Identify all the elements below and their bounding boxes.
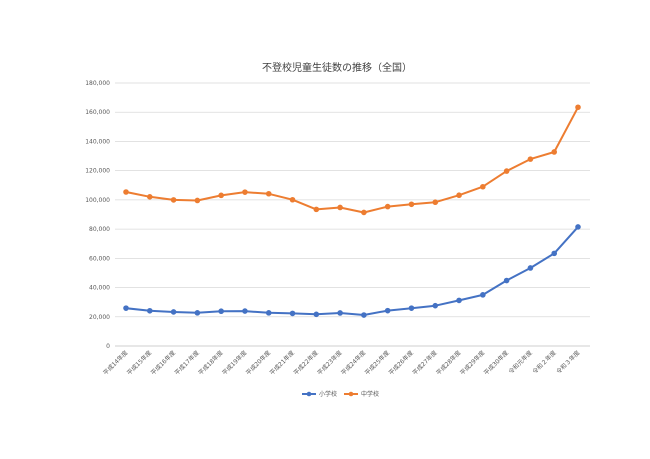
data-point	[337, 310, 343, 316]
x-tick-label: 平成15年度	[125, 349, 153, 377]
data-point	[384, 307, 391, 314]
y-tick-label: 120,000	[85, 168, 110, 175]
data-point	[170, 309, 177, 315]
series-0	[123, 224, 581, 318]
y-tick-label: 180,000	[85, 80, 110, 87]
data-point	[551, 149, 558, 155]
legend-swatch-marker	[306, 391, 312, 397]
data-point	[575, 104, 581, 111]
data-point	[123, 189, 129, 195]
x-tick-label: 平成29年度	[458, 349, 486, 377]
series-1	[123, 104, 581, 216]
y-tick-label: 60,000	[89, 255, 110, 262]
y-tick-label: 20,000	[89, 314, 110, 321]
x-tick-label: 平成21年度	[268, 349, 296, 377]
data-point	[432, 302, 439, 309]
series-line	[125, 225, 579, 316]
data-point	[218, 308, 224, 315]
x-tick-label: 平成23年度	[315, 349, 343, 377]
data-point	[170, 197, 177, 203]
x-tick-label: 平成26年度	[387, 349, 415, 377]
x-tick-label: 平成27年度	[411, 349, 439, 377]
x-tick-label: 令和元年度	[507, 349, 534, 376]
legend: 小学校 中学校	[302, 390, 379, 398]
data-point	[480, 183, 486, 190]
x-tick-label: 平成17年度	[173, 349, 201, 377]
legend-item: 中学校	[344, 390, 379, 398]
data-point	[551, 250, 558, 257]
data-point	[194, 310, 201, 316]
y-tick-label: 80,000	[89, 226, 110, 233]
legend-item: 小学校	[302, 390, 337, 398]
data-point	[408, 305, 415, 311]
data-point	[313, 311, 320, 318]
chart-title: 不登校児童生徒数の推移（全国）	[262, 61, 412, 74]
x-tick-label: 平成22年度	[292, 349, 320, 377]
data-point	[503, 168, 510, 174]
data-point	[194, 197, 201, 204]
x-tick-label: 平成19年度	[220, 349, 248, 377]
data-point	[218, 192, 224, 199]
x-tick-label: 平成18年度	[197, 349, 225, 377]
legend-label: 小学校	[319, 390, 337, 398]
x-tick-label: 令和３年度	[555, 349, 582, 376]
data-point	[123, 305, 129, 311]
data-point	[408, 201, 415, 208]
data-point	[456, 192, 462, 199]
y-tick-label: 100,000	[85, 197, 110, 204]
x-tick-label: 平成14年度	[101, 349, 129, 377]
data-point	[146, 307, 153, 314]
x-tick-label: 令和２年度	[531, 349, 558, 376]
data-point	[503, 277, 510, 284]
y-tick-label: 40,000	[89, 285, 110, 292]
x-axis: 平成14年度平成15年度平成16年度平成17年度平成18年度平成19年度平成20…	[101, 349, 581, 377]
gridlines	[115, 82, 590, 347]
y-tick-label: 140,000	[85, 138, 110, 145]
data-point	[575, 224, 581, 230]
legend-swatch-marker	[348, 391, 354, 397]
data-point	[361, 209, 367, 216]
data-point	[456, 297, 462, 304]
data-point	[337, 204, 343, 211]
y-tick-label: 160,000	[85, 109, 110, 116]
legend-label: 中学校	[361, 390, 379, 398]
y-axis: 0 20,000 40,000 60,000 80,000 100,000 120,000 1…	[85, 80, 110, 350]
data-point	[361, 312, 367, 318]
x-tick-label: 平成16年度	[149, 349, 177, 377]
data-point	[265, 310, 272, 316]
series-line	[125, 106, 579, 214]
data-point	[432, 199, 439, 206]
y-tick-label: 0	[106, 343, 110, 350]
data-point	[289, 196, 296, 203]
x-tick-label: 平成30年度	[482, 349, 510, 377]
data-point	[527, 265, 534, 271]
x-tick-label: 平成20年度	[244, 349, 272, 377]
data-point	[527, 156, 534, 162]
data-point	[384, 203, 391, 210]
data-point	[313, 206, 320, 213]
data-point	[242, 189, 248, 195]
data-point	[480, 292, 486, 298]
x-tick-label: 平成24年度	[339, 349, 367, 377]
data-point	[146, 194, 153, 200]
data-point	[289, 310, 296, 317]
data-point	[242, 308, 248, 314]
x-tick-label: 平成28年度	[434, 349, 462, 377]
data-point	[265, 190, 272, 197]
x-tick-label: 平成25年度	[363, 349, 391, 377]
